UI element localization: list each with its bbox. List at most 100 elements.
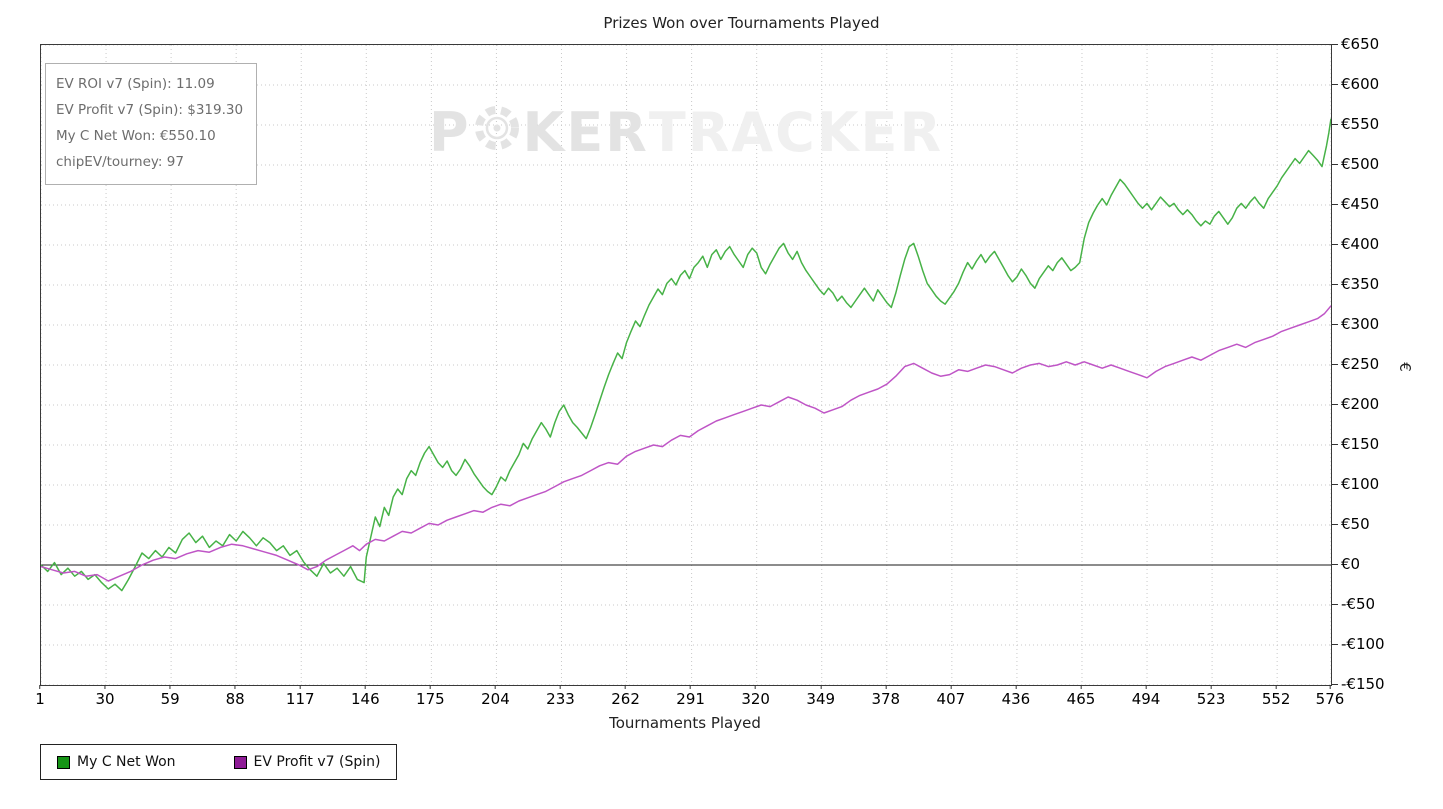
y-tick-mark <box>1332 203 1338 205</box>
x-tick-label: 117 <box>286 685 315 708</box>
y-tick-text: €600 <box>1341 75 1380 93</box>
y-tick-mark <box>1332 603 1338 605</box>
y-tick-label: -€50 <box>1332 595 1375 613</box>
x-tick-text: 576 <box>1315 690 1345 708</box>
x-tick-text: 436 <box>1001 690 1031 708</box>
y-tick-text: €50 <box>1341 515 1370 533</box>
x-tick-text: 349 <box>806 690 836 708</box>
x-tick-label: 407 <box>937 685 965 708</box>
series-line-my-c-net-won <box>41 118 1331 592</box>
x-tick-mark <box>1275 685 1277 689</box>
y-tick-mark <box>1332 443 1338 445</box>
x-tick-mark <box>169 685 171 689</box>
y-tick-label: €200 <box>1332 395 1379 413</box>
y-tick-label: €500 <box>1332 155 1379 173</box>
stat-line: My C Net Won: €550.10 <box>56 128 216 144</box>
x-tick-label: 262 <box>611 685 640 708</box>
x-tick-text: 523 <box>1196 690 1226 708</box>
x-tick-text: 378 <box>871 690 901 708</box>
x-tick-mark <box>299 685 301 689</box>
stat-line: chipEV/tourney: 97 <box>56 154 184 170</box>
x-tick-label: 523 <box>1196 685 1226 708</box>
y-tick-label: €600 <box>1332 75 1379 93</box>
y-tick-label: -€150 <box>1332 675 1385 693</box>
x-tick-mark <box>950 685 952 689</box>
y-tick-mark <box>1332 243 1338 245</box>
x-tick-text: 204 <box>481 690 510 708</box>
x-tick-text: 291 <box>676 690 705 708</box>
y-tick-text: €400 <box>1341 235 1380 253</box>
x-tick-label: 30 <box>96 685 115 708</box>
y-tick-label: -€100 <box>1332 635 1385 653</box>
y-tick-label: €50 <box>1332 515 1370 533</box>
y-tick-label: €650 <box>1332 35 1379 53</box>
y-tick-mark <box>1332 83 1338 85</box>
y-tick-text: €650 <box>1341 35 1380 53</box>
plot-area: P KER TRACKER EV ROI v7 (Spin): 11.09 EV … <box>40 44 1332 686</box>
y-tick-mark <box>1332 323 1338 325</box>
x-tick-label: 175 <box>416 685 445 708</box>
legend: My C Net Won EV Profit v7 (Spin) <box>40 744 398 780</box>
y-tick-label: €250 <box>1332 355 1379 373</box>
x-tick-text: 552 <box>1261 690 1291 708</box>
y-tick-mark <box>1332 523 1338 525</box>
x-tick-label: 88 <box>226 685 245 708</box>
y-tick-label: €0 <box>1332 555 1360 573</box>
y-axis: €650 €600 €550 €500 €450 €400 €350 €300 €250 €200… <box>1332 35 1442 693</box>
x-tick-mark <box>1080 685 1082 689</box>
y-tick-text: €0 <box>1341 555 1361 573</box>
x-tick-label: 552 <box>1261 685 1291 708</box>
x-tick-mark <box>1015 685 1017 689</box>
x-tick-label: 204 <box>481 685 510 708</box>
y-tick-text: -€150 <box>1341 675 1385 693</box>
y-tick-text: -€100 <box>1341 635 1385 653</box>
y-tick-mark <box>1332 123 1338 125</box>
y-tick-text: €150 <box>1341 435 1380 453</box>
y-tick-mark <box>1332 403 1338 405</box>
y-tick-mark <box>1332 563 1338 565</box>
x-tick-text: 320 <box>741 690 770 708</box>
x-axis-title: Tournaments Played <box>609 714 761 732</box>
y-tick-text: €500 <box>1341 155 1380 173</box>
x-tick-text: 88 <box>225 690 245 708</box>
y-tick-mark <box>1332 163 1338 165</box>
x-tick-mark <box>755 685 757 689</box>
x-tick-text: 262 <box>611 690 640 708</box>
x-tick-label: 378 <box>871 685 900 708</box>
legend-swatch-icon <box>57 755 70 769</box>
y-tick-text: €550 <box>1341 115 1380 133</box>
x-tick-mark <box>104 685 106 689</box>
y-tick-text: €100 <box>1341 475 1380 493</box>
x-tick-mark <box>1329 685 1331 689</box>
y-tick-mark <box>1332 363 1338 365</box>
x-tick-text: 1 <box>35 690 45 708</box>
chart-title: Prizes Won over Tournaments Played <box>603 14 880 32</box>
y-tick-text: €300 <box>1341 315 1380 333</box>
x-tick-label: 1 <box>35 685 45 708</box>
y-tick-mark <box>1332 283 1338 285</box>
x-axis: 1 30 59 88 117 146 175 204 233 262 291 320 349 378 407… <box>35 685 1344 711</box>
y-tick-text: €250 <box>1341 355 1380 373</box>
x-tick-text: 465 <box>1066 690 1096 708</box>
stat-line: EV Profit v7 (Spin): $319.30 <box>56 102 244 118</box>
y-tick-label: €400 <box>1332 235 1379 253</box>
x-tick-text: 30 <box>95 690 115 708</box>
x-tick-mark <box>234 685 236 689</box>
x-tick-text: 146 <box>350 690 380 708</box>
x-tick-label: 465 <box>1066 685 1096 708</box>
x-tick-label: 494 <box>1132 685 1160 708</box>
stats-overlay: EV ROI v7 (Spin): 11.09 EV Profit v7 (Spi… <box>45 63 258 185</box>
y-tick-label: €150 <box>1332 435 1379 453</box>
x-tick-label: 146 <box>351 685 380 708</box>
legend-swatch-icon <box>233 755 247 769</box>
x-tick-mark <box>1210 685 1212 689</box>
y-tick-label: €300 <box>1332 315 1379 333</box>
x-tick-label: 436 <box>1001 685 1031 708</box>
x-tick-mark <box>494 685 496 689</box>
chart-canvas <box>41 45 1331 685</box>
x-tick-label: 349 <box>806 685 835 708</box>
y-tick-text: €450 <box>1341 195 1380 213</box>
x-tick-mark <box>39 685 41 689</box>
x-tick-mark <box>1145 685 1147 689</box>
